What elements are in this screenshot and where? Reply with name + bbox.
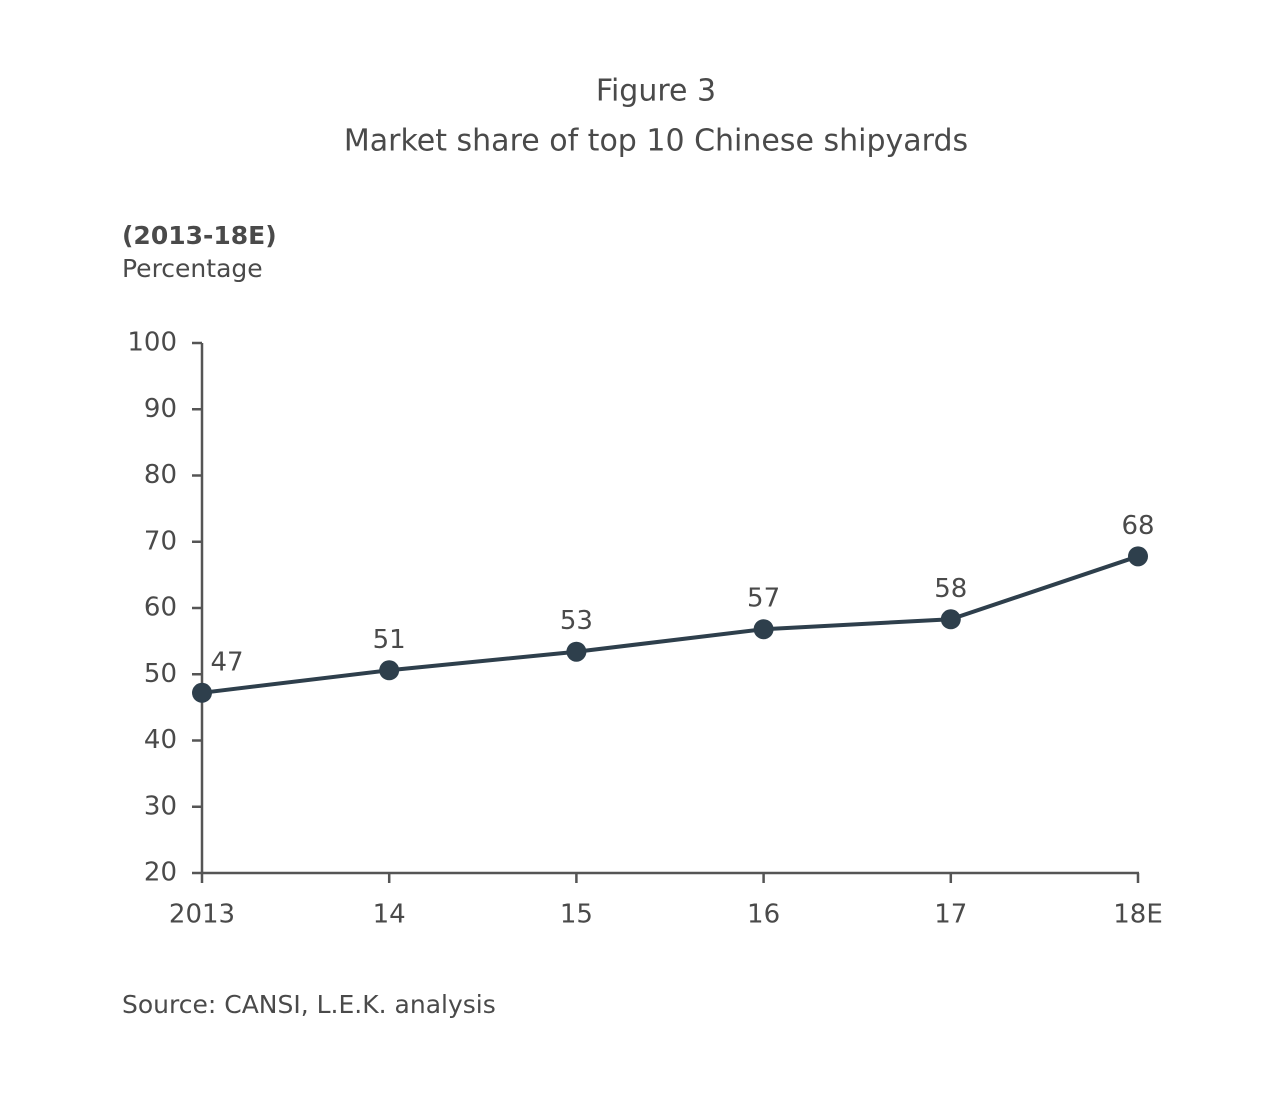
data-point <box>192 682 212 703</box>
y-tick-label: 30 <box>144 791 177 821</box>
x-tick-label: 2013 <box>169 900 235 930</box>
data-label: 57 <box>747 584 780 614</box>
data-point <box>566 641 587 662</box>
series-line <box>201 554 1139 695</box>
x-tick-label: 18E <box>1113 900 1163 930</box>
y-tick-label: 90 <box>144 394 177 424</box>
y-tick-label: 80 <box>144 460 177 490</box>
data-label: 47 <box>210 647 243 677</box>
y-tick-label: 100 <box>127 328 177 358</box>
x-tick-label: 15 <box>560 900 593 930</box>
y-tick-label: 70 <box>144 526 177 556</box>
x-tick-label: 14 <box>373 900 406 930</box>
data-label: 53 <box>560 606 593 636</box>
y-tick-label: 60 <box>144 593 177 623</box>
chart-subtitle: Market share of top 10 Chinese shipyards <box>344 124 968 159</box>
y-tick-label: 50 <box>144 659 177 689</box>
source-note: Source: CANSI, L.E.K. analysis <box>122 990 496 1019</box>
data-label: 68 <box>1121 511 1154 541</box>
x-tick-label: 17 <box>934 900 967 930</box>
data-label: 51 <box>373 625 406 655</box>
y-tick-label: 20 <box>144 858 177 888</box>
period-label: (2013-18E) <box>122 221 277 250</box>
y-tick-label: 40 <box>144 725 177 755</box>
data-point <box>940 609 961 630</box>
y-axis-label: Percentage <box>122 254 263 283</box>
x-tick-label: 16 <box>747 900 780 930</box>
data-point <box>753 619 774 640</box>
data-label: 58 <box>934 574 967 604</box>
data-point <box>1128 546 1148 567</box>
chart-title: Figure 3 <box>596 74 716 109</box>
data-point <box>379 660 400 681</box>
